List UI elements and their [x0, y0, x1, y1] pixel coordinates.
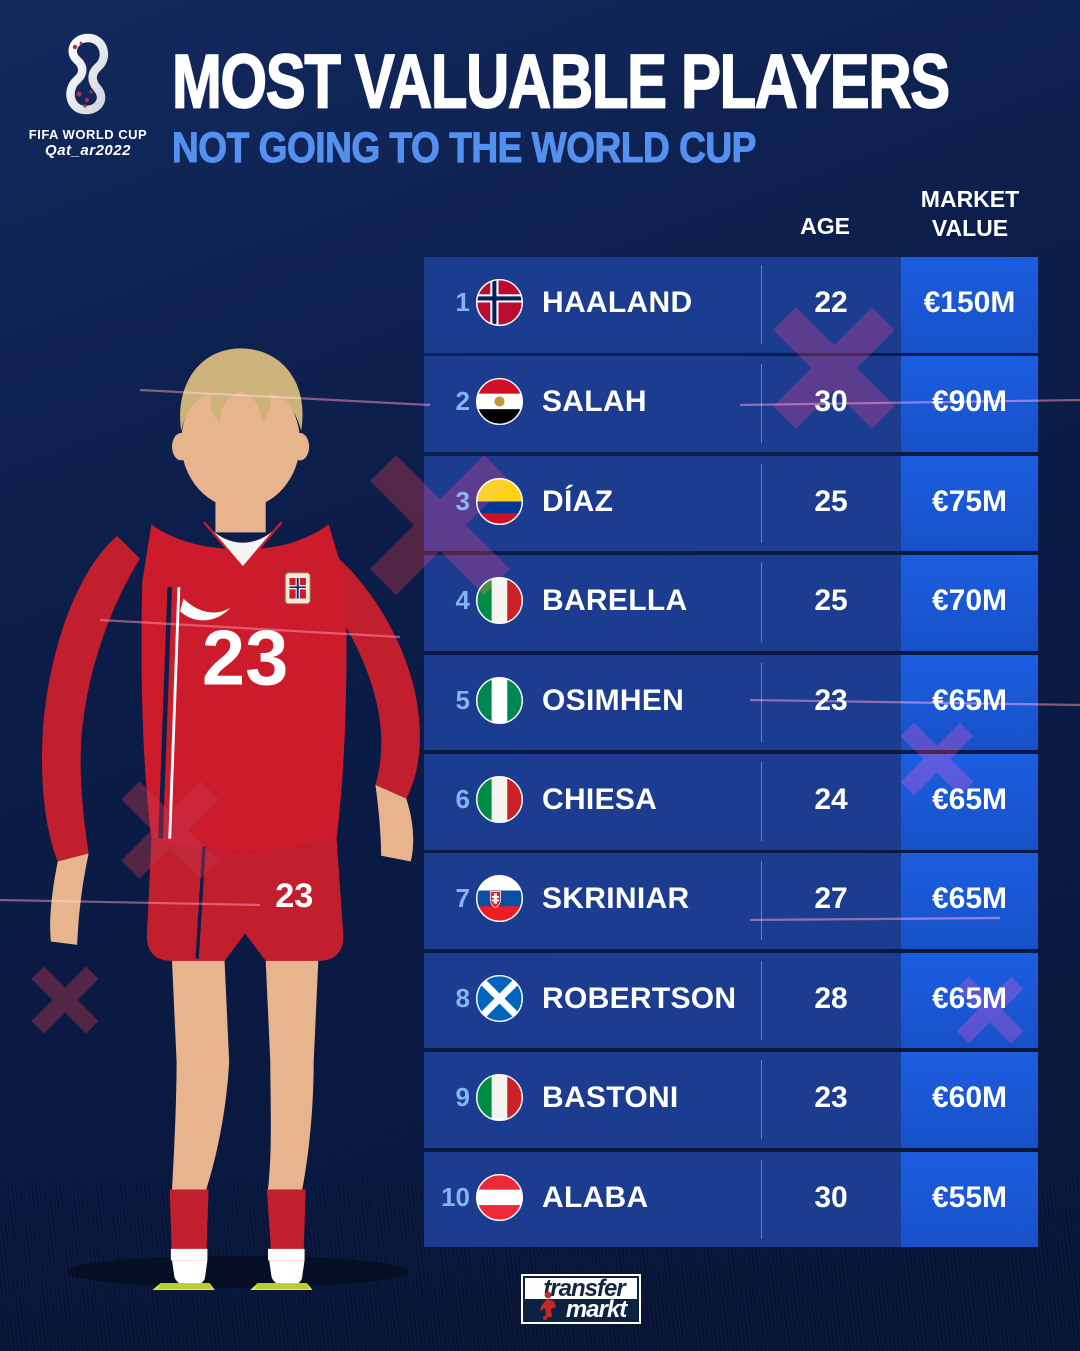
- svg-text:23: 23: [275, 877, 313, 915]
- svg-text:23: 23: [202, 615, 288, 701]
- svg-text:markt: markt: [566, 1296, 628, 1323]
